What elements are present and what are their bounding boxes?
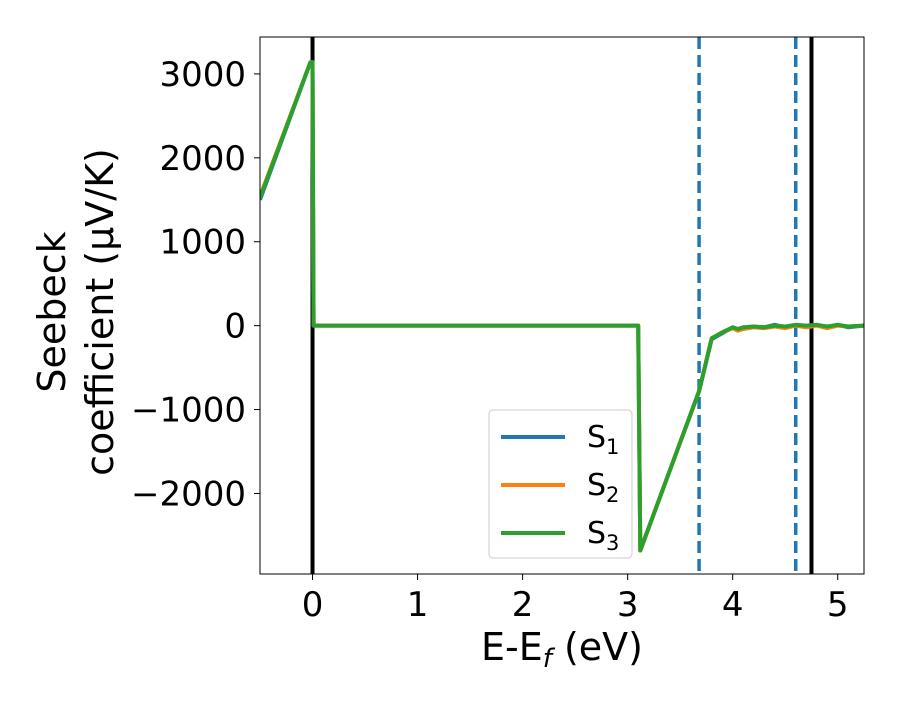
legend-label-S2: S2 [587,468,619,507]
legend-label-S1: S1 [587,420,619,459]
series-line-S3 [260,60,864,553]
legend-label-S3: S3 [587,516,619,555]
y-axis-label-line1: Seebeck [30,231,74,392]
x-tick-label: 2 [512,585,534,625]
y-tick-label: 3000 [159,55,246,95]
plot-frame [259,36,865,575]
y-axis-label-line2: coefficient (μV/K) [78,148,122,476]
x-axis-label: E-Ef (eV) [481,625,643,674]
x-tick-label: 3 [617,585,639,625]
x-tick-label: 0 [302,585,324,625]
y-tick-label: −1000 [131,391,246,431]
y-tick-label: 2000 [159,139,246,179]
x-tick-label: 1 [407,585,429,625]
legend: S1 S2 S3 [488,409,633,559]
x-tick-label: 4 [722,585,744,625]
y-tick-label: 1000 [159,223,246,263]
y-tick-label: 0 [224,307,246,347]
y-tick-label: −2000 [131,474,246,514]
x-tick-label: 5 [827,585,849,625]
